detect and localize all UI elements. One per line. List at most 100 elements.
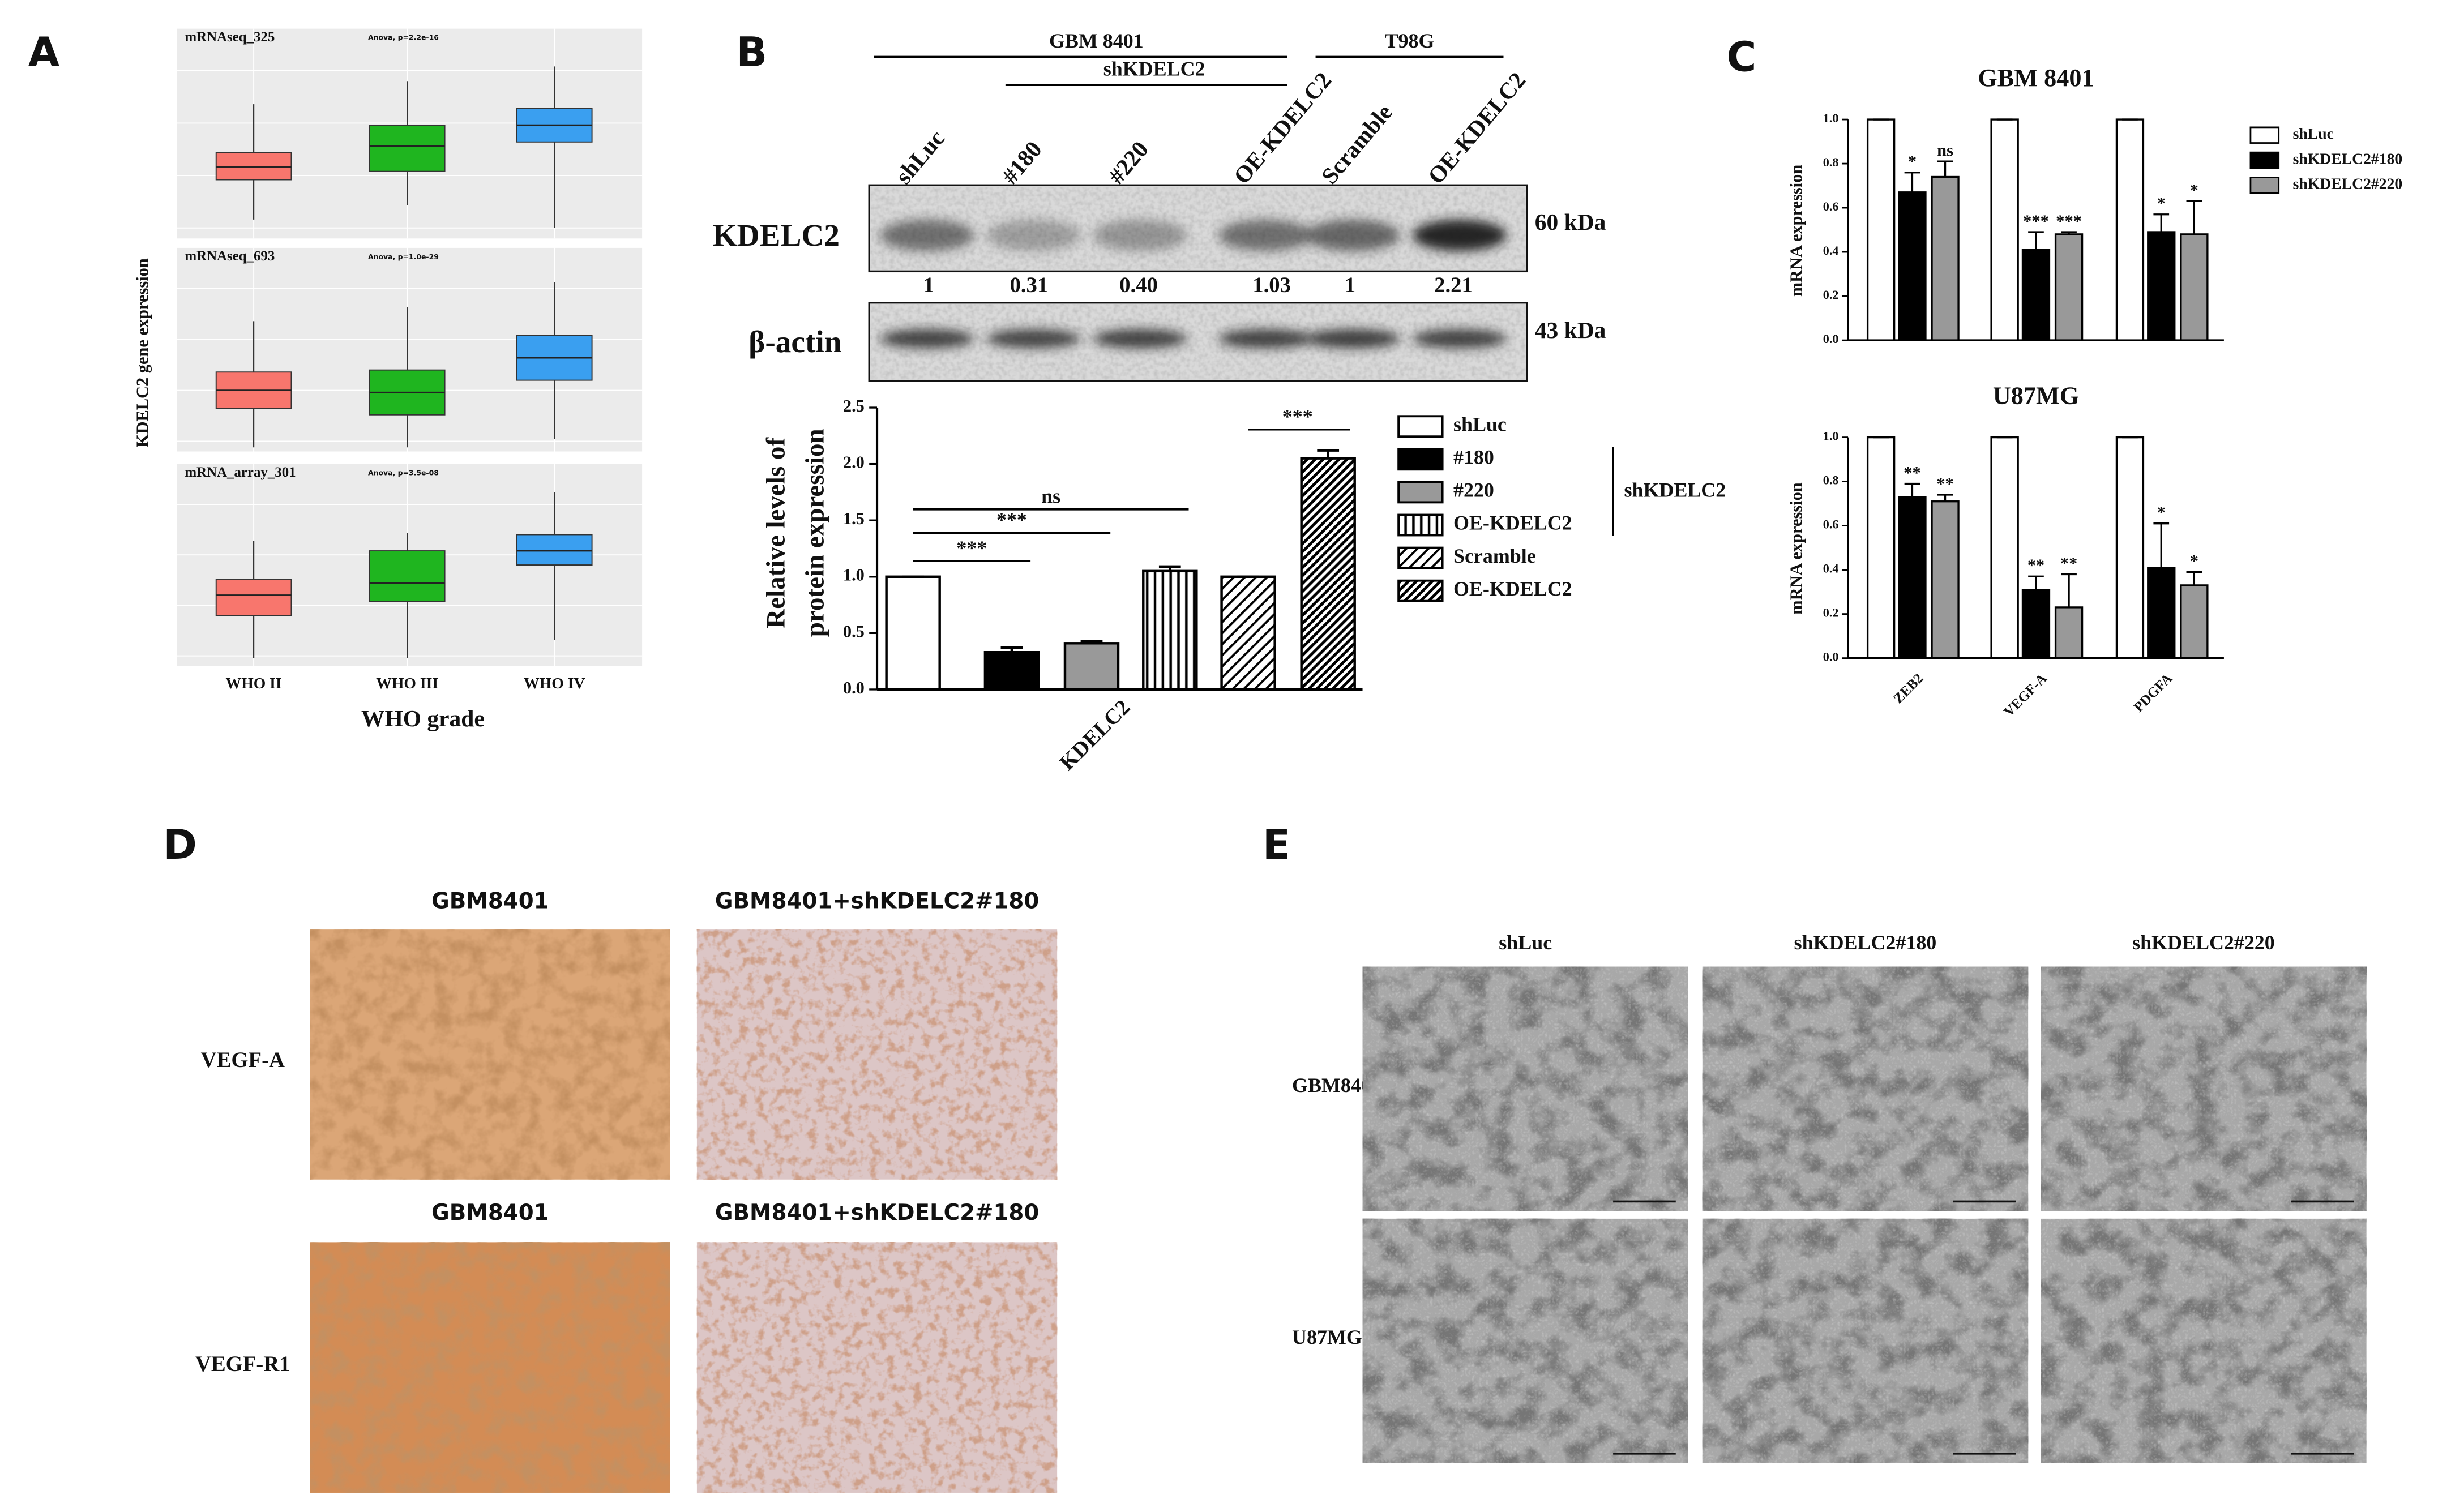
column-label: GBM8401+shKDELC2#180 <box>715 1200 1040 1226</box>
error-bar <box>1937 494 1953 502</box>
bar <box>2021 589 2051 659</box>
legend-swatch <box>1397 513 1444 537</box>
panel-letter: A <box>28 28 60 76</box>
bar <box>2180 233 2209 341</box>
blot-band <box>986 220 1081 251</box>
y-tick-label: 0.0 <box>843 678 865 697</box>
box <box>369 125 446 172</box>
panel-title: mRNAseq_693 <box>185 249 275 264</box>
box <box>516 534 593 566</box>
y-tick-label: 1.5 <box>843 509 865 528</box>
legend-label: OE-KDELC2 <box>1453 512 1572 534</box>
legend-label: OE-KDELC2 <box>1453 577 1572 600</box>
error-bar <box>2061 231 2077 234</box>
significance-label: * <box>2190 181 2198 200</box>
lane-label: Scramble <box>1316 99 1397 189</box>
blot-band <box>1218 220 1313 251</box>
panel-stat: Anova, p=2.2e-16 <box>368 33 439 42</box>
panel-letter: D <box>163 821 197 868</box>
band-quantification: 2.21 <box>1434 273 1473 297</box>
blot-band <box>1413 329 1507 348</box>
y-tick-label: 2.5 <box>843 396 865 416</box>
band-quantification: 0.31 <box>1010 273 1048 297</box>
error-bar <box>2153 213 2170 232</box>
ihc-texture <box>696 929 1058 1180</box>
legend-swatch <box>1397 481 1444 504</box>
y-tick-label: 0.6 <box>1823 517 1839 532</box>
legend-swatch <box>2249 126 2280 144</box>
x-tick-label: KDELC2 <box>1055 695 1135 775</box>
row-label: U87MG <box>1292 1326 1362 1348</box>
ihc-texture <box>310 1242 670 1493</box>
error-bar <box>2153 522 2170 568</box>
blot-band <box>880 329 974 348</box>
x-tick-label: WHO IV <box>524 674 585 692</box>
significance-label: ns <box>1041 485 1060 508</box>
legend-swatch <box>1397 579 1444 602</box>
group-label: GBM 8401 <box>1049 29 1144 52</box>
significance-label: ** <box>2027 556 2044 575</box>
legend-swatch <box>1397 415 1444 438</box>
y-tick-label: 1.0 <box>1823 429 1839 443</box>
bar <box>885 575 941 691</box>
lane-label: OE-KDELC2 <box>1423 67 1531 189</box>
blot-band <box>1413 220 1507 251</box>
panel-title: mRNA_array_301 <box>185 465 296 480</box>
y-axis-label: KDELC2 gene expression <box>132 258 152 447</box>
y-axis-label: mRNA expression <box>1787 482 1806 614</box>
bar <box>1931 500 1960 659</box>
panel-stat: Anova, p=3.5e-08 <box>368 469 439 477</box>
error-bar <box>1904 172 1920 192</box>
error-bar <box>1317 449 1340 459</box>
row-label: VEGF-R1 <box>195 1352 290 1376</box>
significance-label: *** <box>956 537 987 559</box>
legend-label: shLuc <box>1453 413 1507 435</box>
x-tick-label: PDGFA <box>2131 671 2175 715</box>
blot-noise <box>870 187 1526 270</box>
error-bar <box>1937 160 1953 177</box>
bar <box>1931 175 1960 341</box>
bar <box>2054 606 2084 659</box>
micrograph-detail <box>2041 966 2367 1211</box>
bar <box>2054 233 2084 341</box>
molecular-weight: 43 kDa <box>1535 317 1606 343</box>
bar <box>2180 584 2209 659</box>
lane-label: #220 <box>1103 136 1153 189</box>
micrograph-detail <box>1702 966 2029 1211</box>
y-tick-label: 0.0 <box>1823 650 1839 664</box>
x-tick-label: ZEB2 <box>1890 671 1926 706</box>
error-bar <box>2028 575 2044 590</box>
significance-label: ** <box>1936 474 1953 493</box>
chart-title: U87MG <box>1993 382 2079 410</box>
y-tick-label: 0.2 <box>1823 288 1839 302</box>
blot-band <box>986 329 1081 348</box>
blot-band <box>1306 220 1400 251</box>
band-quantification: 1 <box>923 273 934 297</box>
error-bar <box>1904 482 1920 497</box>
panel-letter: B <box>736 28 767 76</box>
legend-label: shLuc <box>2293 125 2334 142</box>
blot-band <box>1093 220 1187 251</box>
y-axis-label: protein expression <box>801 429 830 637</box>
box <box>215 579 292 616</box>
legend-swatch <box>2249 151 2280 169</box>
ihc-texture <box>696 1242 1058 1493</box>
error-bar <box>2186 571 2202 585</box>
molecular-weight: 60 kDa <box>1535 209 1606 235</box>
error-bar <box>2028 231 2044 250</box>
band-quantification: 1.03 <box>1252 273 1291 297</box>
legend-group-label: shKDELC2 <box>1624 479 1726 502</box>
error-bar <box>2186 200 2202 234</box>
blot-band <box>880 220 974 251</box>
bar <box>2147 567 2176 659</box>
bar <box>1063 642 1120 691</box>
y-tick-label: 1.0 <box>843 566 865 585</box>
bar <box>2115 118 2145 341</box>
bar <box>1990 118 2019 341</box>
bar <box>1142 569 1198 691</box>
panel-stat: Anova, p=1.0e-29 <box>368 252 439 261</box>
micrograph-detail <box>1702 1218 2029 1463</box>
bar <box>1300 457 1356 691</box>
column-label: GBM8401 <box>431 889 549 914</box>
